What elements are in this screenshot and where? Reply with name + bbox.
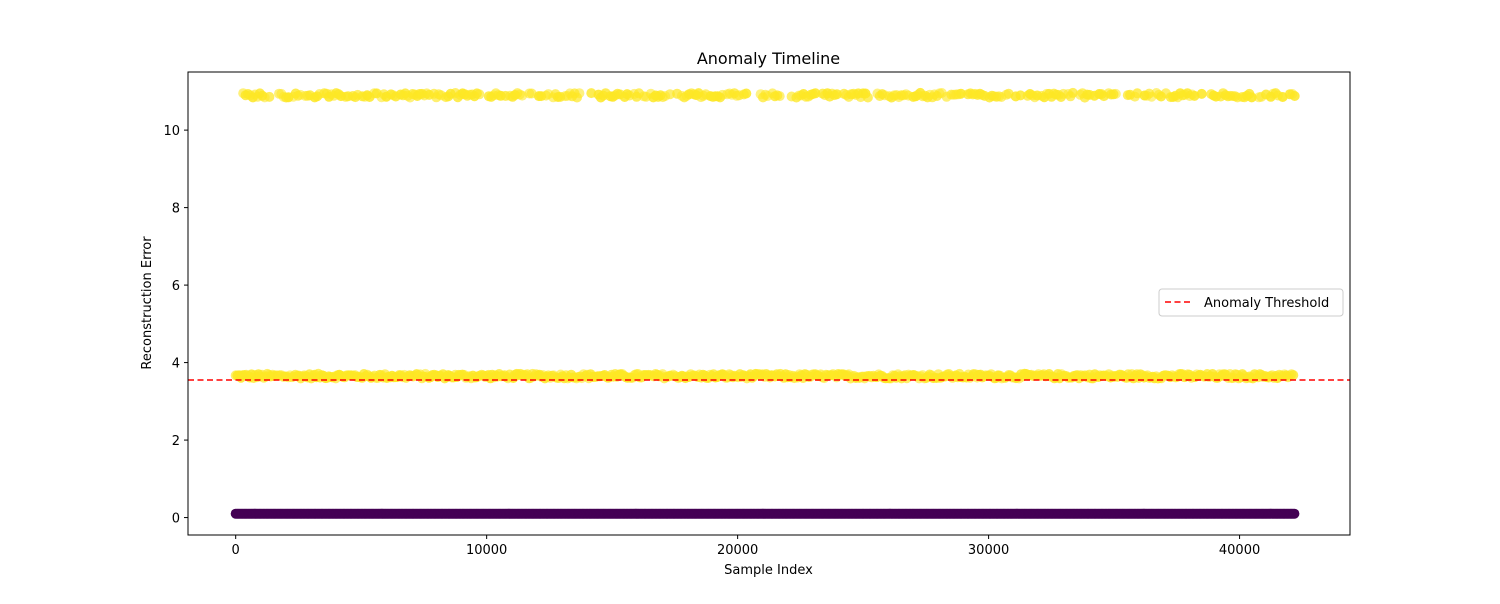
- x-tick-label: 20000: [717, 543, 758, 558]
- data-point: [1015, 90, 1026, 101]
- data-point: [474, 89, 485, 100]
- point-level-1: [230, 368, 1299, 384]
- data-point: [1288, 370, 1299, 381]
- data-point: [1196, 88, 1207, 99]
- y-tick-label: 4: [172, 357, 180, 372]
- plot-frame: [187, 71, 1351, 536]
- x-axis-label: Sample Index: [724, 563, 813, 578]
- y-tick-label: 10: [163, 124, 180, 139]
- data-point: [574, 88, 585, 99]
- data-point: [1110, 88, 1121, 99]
- legend: Anomaly Threshold: [1158, 288, 1344, 317]
- y-axis: 0 2 4 6 8 10: [163, 124, 188, 527]
- y-tick-label: 2: [172, 434, 180, 449]
- data-point: [665, 89, 675, 100]
- y-tick-label: 0: [172, 512, 180, 527]
- data-point: [831, 89, 842, 100]
- data-point: [1289, 508, 1300, 519]
- y-tick-label: 8: [172, 202, 180, 217]
- y-axis-label: Reconstruction Error: [140, 236, 155, 370]
- data-point: [1289, 91, 1300, 101]
- x-tick-label: 30000: [968, 543, 1009, 558]
- data-point: [774, 91, 785, 102]
- x-tick-label: 40000: [1219, 543, 1260, 558]
- data-point: [810, 88, 821, 99]
- data-point: [741, 88, 752, 99]
- point-level-2: [238, 87, 1300, 103]
- data-point: [1246, 92, 1257, 103]
- x-axis: 0 10000 20000 30000 40000: [232, 535, 1260, 558]
- points-layer: [230, 87, 1300, 519]
- chart-title: Anomaly Timeline: [697, 49, 840, 68]
- y-tick-label: 6: [172, 279, 180, 294]
- data-point: [862, 92, 873, 103]
- x-tick-label: 10000: [466, 543, 507, 558]
- legend-box: [1158, 288, 1344, 317]
- x-tick-label: 0: [232, 543, 240, 558]
- point-level-0: [230, 508, 1300, 519]
- legend-label: Anomaly Threshold: [1204, 296, 1329, 311]
- data-point: [264, 91, 275, 102]
